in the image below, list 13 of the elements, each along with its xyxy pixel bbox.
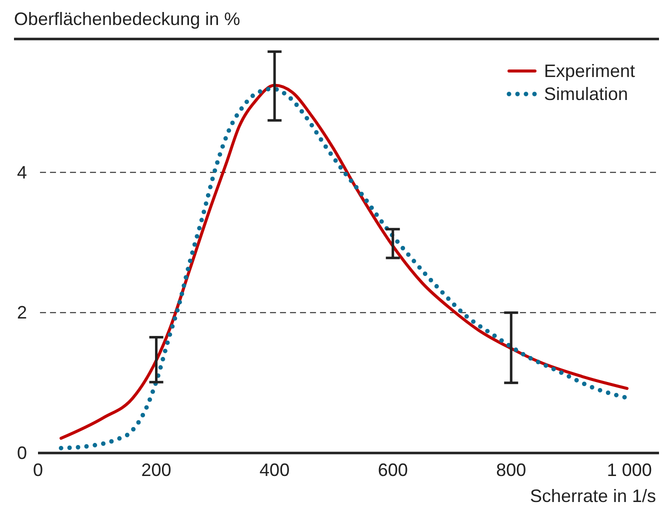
x-tick-label: 600 <box>378 460 408 480</box>
legend-label: Simulation <box>544 84 628 104</box>
x-axis-title: Scherrate in 1/s <box>530 486 656 506</box>
x-tick-label: 0 <box>32 460 44 480</box>
y-tick-label: 2 <box>16 302 28 323</box>
y-axis-title: Oberflächenbedeckung in % <box>14 9 240 29</box>
x-tick-label: 800 <box>496 460 526 480</box>
x-tick-label: 400 <box>260 460 290 480</box>
x-tick-label: 200 <box>141 460 172 480</box>
y-tick-label: 0 <box>16 443 28 463</box>
legend-label: Experiment <box>544 61 636 81</box>
y-tick-label: 4 <box>16 162 28 182</box>
x-tick-label: 1 000 <box>606 460 652 480</box>
